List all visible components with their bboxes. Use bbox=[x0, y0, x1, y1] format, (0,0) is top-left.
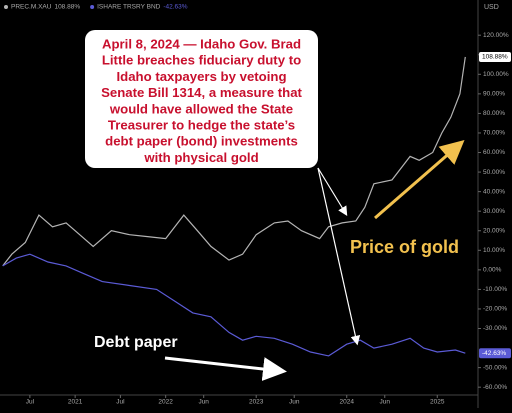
callout-line: April 8, 2024 — Idaho Gov. Brad bbox=[102, 36, 301, 51]
y-tick-label: 80.00% bbox=[483, 110, 505, 117]
gold-arrow bbox=[374, 140, 465, 220]
callout-text: April 8, 2024 — Idaho Gov. Brad Little br… bbox=[101, 36, 302, 164]
callout-line: Treasurer to hedge the state’s bbox=[108, 117, 295, 132]
callout-line: Idaho taxpayers by vetoing bbox=[116, 69, 286, 84]
legend-value: 108.88% bbox=[54, 4, 80, 11]
y-tick-label: 10.00% bbox=[483, 247, 505, 254]
x-tick-label: Jul bbox=[116, 399, 125, 406]
legend-name: ISHARE TRSRY BND bbox=[97, 4, 161, 11]
axis-value-tag: -42.63% bbox=[479, 348, 511, 359]
legend-value: -42.63% bbox=[163, 4, 187, 11]
legend-swatch bbox=[4, 5, 8, 9]
x-tick-label: Jul bbox=[26, 399, 35, 406]
x-tick-label: Jun bbox=[380, 399, 391, 406]
y-tick-label: 70.00% bbox=[483, 130, 505, 137]
x-tick-label: 2024 bbox=[339, 399, 354, 406]
axis-value-tag-box bbox=[479, 51, 511, 62]
legend: PREC.M.XAU 108.88% ISHARE TRSRY BND -42.63% bbox=[4, 4, 188, 11]
callout-line: Little breaches fiduciary duty to bbox=[102, 53, 301, 68]
x-tick-label: Jun bbox=[198, 399, 209, 406]
axis-value-tag-label: 108.88% bbox=[482, 54, 508, 61]
callout-line: would have allowed the State bbox=[109, 101, 293, 116]
series-line bbox=[2, 253, 466, 357]
legend-name: PREC.M.XAU bbox=[11, 4, 52, 11]
callout-line: debt paper (bond) investments bbox=[105, 134, 298, 149]
y-tick-label: 30.00% bbox=[483, 208, 505, 215]
gold-label: Price of gold bbox=[350, 237, 459, 257]
y-tick-label: 90.00% bbox=[483, 91, 505, 98]
y-tick-label: -10.00% bbox=[483, 286, 507, 293]
callout-line: with physical gold bbox=[143, 150, 258, 165]
y-tick-label: -30.00% bbox=[483, 325, 507, 332]
x-tick-label: 2023 bbox=[249, 399, 264, 406]
callout-arrow bbox=[317, 167, 348, 217]
callout-arrow bbox=[317, 167, 361, 346]
series-line bbox=[2, 56, 466, 267]
y-unit: USD bbox=[484, 4, 499, 11]
x-tick-label: 2021 bbox=[68, 399, 83, 406]
debt-label: Debt paper bbox=[94, 334, 178, 351]
y-tick-label: 100.00% bbox=[483, 71, 509, 78]
axis-value-tag-label: -42.63% bbox=[482, 350, 506, 357]
y-tick-label: 40.00% bbox=[483, 188, 505, 195]
y-tick-label: -60.00% bbox=[483, 384, 507, 391]
axis-value-tag-box bbox=[479, 348, 511, 359]
callout-box bbox=[85, 30, 318, 168]
y-tick-label: 120.00% bbox=[483, 32, 509, 39]
y-tick-label: 20.00% bbox=[483, 227, 505, 234]
x-tick-label: 2022 bbox=[158, 399, 173, 406]
y-tick-label: -20.00% bbox=[483, 306, 507, 313]
x-tick-label: 2025 bbox=[430, 399, 445, 406]
y-tick-label: 60.00% bbox=[483, 149, 505, 156]
y-tick-label: 50.00% bbox=[483, 169, 505, 176]
x-tick-label: Jun bbox=[289, 399, 300, 406]
y-tick-label: 0.00% bbox=[483, 267, 502, 274]
callout-line: Senate Bill 1314, a measure that bbox=[101, 85, 302, 100]
debt-arrow bbox=[164, 356, 287, 381]
axis-value-tag: 108.88% bbox=[479, 51, 511, 62]
legend-swatch bbox=[90, 5, 95, 9]
y-tick-label: -50.00% bbox=[483, 364, 507, 371]
